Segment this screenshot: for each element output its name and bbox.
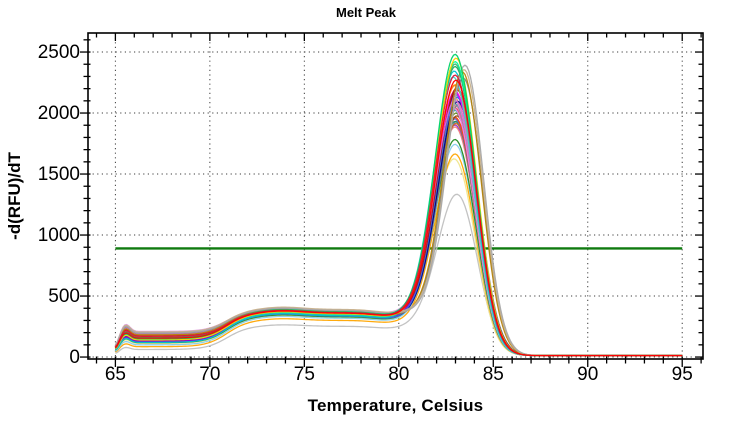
y-tick-label: 500 <box>48 286 80 308</box>
y-tick-label: 0 <box>69 347 80 369</box>
x-tick-label: 90 <box>577 364 599 385</box>
x-tick-label: 65 <box>104 364 126 385</box>
x-tick-label: 80 <box>388 364 410 385</box>
y-tick-label: 1000 <box>37 225 80 247</box>
x-tick-label: 85 <box>482 364 504 385</box>
y-tick-label: 2000 <box>37 103 80 125</box>
y-tick-label: 1500 <box>37 164 80 186</box>
x-tick-label: 95 <box>671 364 693 385</box>
x-tick-label: 75 <box>293 364 315 385</box>
y-tick-label: 2500 <box>37 42 80 64</box>
chart-title: Melt Peak <box>336 5 396 20</box>
x-axis-label: Temperature, Celsius <box>307 396 484 415</box>
x-tick-label: 70 <box>199 364 221 385</box>
